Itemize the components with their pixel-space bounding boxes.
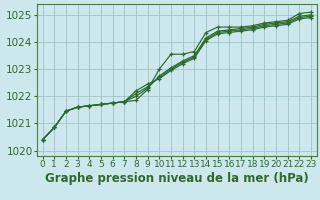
X-axis label: Graphe pression niveau de la mer (hPa): Graphe pression niveau de la mer (hPa) bbox=[45, 172, 309, 185]
